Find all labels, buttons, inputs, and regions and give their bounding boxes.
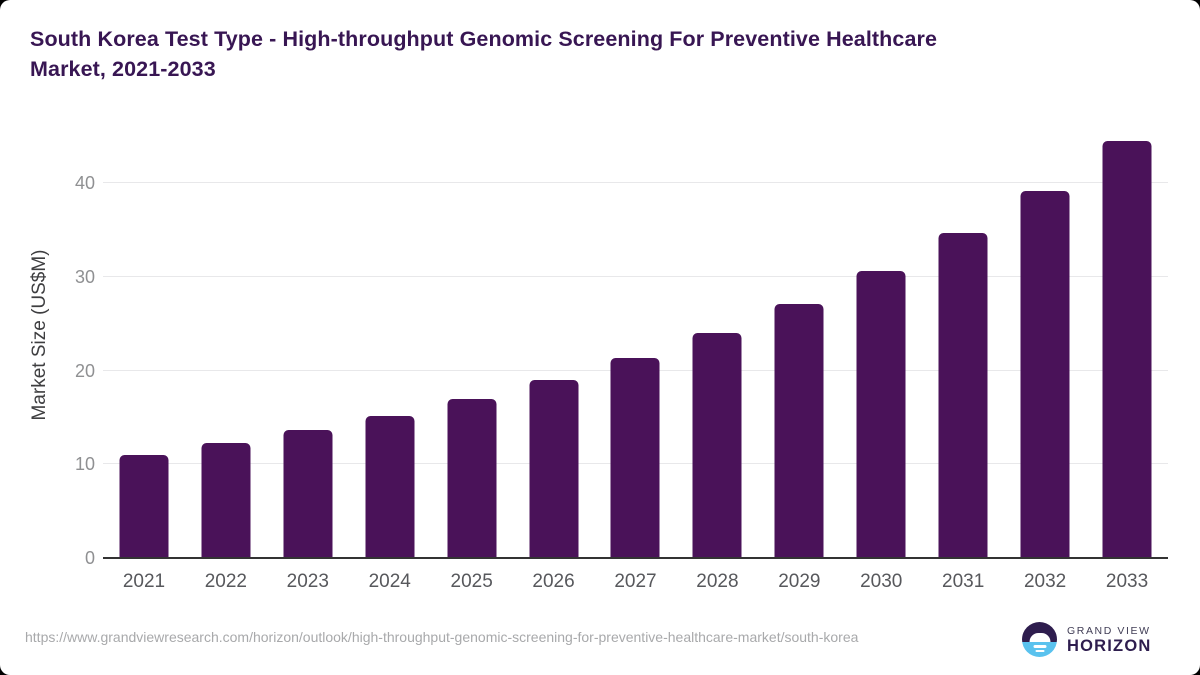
bar-slot-2022: [185, 130, 267, 558]
bar-2029[interactable]: [774, 304, 824, 558]
x-tick-label-2025: 2025: [450, 571, 493, 592]
bar-slot-2032: [1004, 130, 1086, 558]
x-axis-line: [103, 557, 1168, 559]
x-tick-label-2021: 2021: [122, 571, 166, 592]
x-tick-label-2024: 2024: [368, 571, 411, 592]
bar-2022[interactable]: [201, 442, 251, 558]
x-tick-label-2027: 2027: [614, 571, 657, 592]
logo-top-text: GRAND VIEW: [1067, 624, 1151, 637]
bar-slot-2024: [349, 130, 431, 558]
bar-2024[interactable]: [365, 415, 415, 558]
x-tick-label-2031: 2031: [942, 571, 985, 592]
x-axis-tick-labels: 2021 2022 2023 2024 2025 2026 2027 2028 2029 2030…: [103, 569, 1168, 595]
bar-slot-2027: [595, 130, 677, 558]
x-tick-label-2026: 2026: [532, 571, 575, 592]
x-tick-label-2023: 2023: [286, 571, 329, 592]
bar-slot-2029: [758, 130, 840, 558]
gridline-30: [103, 276, 1168, 278]
bar-2025[interactable]: [447, 398, 497, 558]
y-tick-label-10: 10: [74, 454, 95, 475]
page-title-line1: South Korea Test Type - High-throughput …: [30, 27, 938, 51]
bar-slot-2026: [513, 130, 595, 558]
bar-slot-2025: [431, 130, 513, 558]
grand-view-horizon-logo-icon: [1022, 622, 1057, 657]
y-tick-label-30: 30: [74, 267, 95, 288]
x-tick-label-2030: 2030: [860, 571, 903, 592]
logo-sun-dome: [1029, 632, 1050, 642]
plot-area: [103, 130, 1168, 559]
logo-bottom-text: HORIZON: [1067, 636, 1152, 655]
x-tick-label-2029: 2029: [778, 571, 821, 592]
page-title: South Korea Test Type - High-throughput …: [30, 24, 1170, 84]
y-tick-label-40: 40: [74, 173, 95, 194]
x-tick-label-2028: 2028: [696, 571, 739, 592]
bar-2030[interactable]: [856, 271, 906, 558]
y-axis-tick-labels: 0 10 20 30 40: [0, 130, 95, 568]
bar-2033[interactable]: [1102, 141, 1152, 558]
y-tick-label-20: 20: [74, 360, 95, 381]
bar-2032[interactable]: [1020, 190, 1070, 558]
brand-logo: GRAND VIEW HORIZON: [1022, 622, 1151, 657]
bar-2028[interactable]: [692, 333, 742, 558]
x-tick-label-2033: 2033: [1105, 571, 1149, 592]
bar-slot-2030: [840, 130, 922, 558]
bar-2027[interactable]: [610, 357, 660, 558]
bar-slot-2023: [267, 130, 349, 558]
gridline-40: [103, 182, 1168, 184]
page-title-line2: Market, 2021-2033: [30, 57, 216, 81]
logo-reflection-line-2: [1035, 649, 1044, 652]
bar-slot-2028: [676, 130, 758, 558]
bars-container: [103, 130, 1168, 558]
x-tick-label-2022: 2022: [204, 571, 248, 592]
bar-2031[interactable]: [938, 233, 988, 558]
x-tick-label-2032: 2032: [1023, 571, 1067, 592]
bar-2026[interactable]: [529, 380, 579, 558]
logo-text: GRAND VIEW HORIZON: [1067, 625, 1151, 655]
bar-slot-2033: [1086, 130, 1168, 558]
bar-slot-2031: [922, 130, 1004, 558]
bar-2023[interactable]: [283, 429, 333, 558]
logo-reflection-line-1: [1033, 645, 1046, 648]
source-url: https://www.grandviewresearch.com/horizo…: [25, 629, 859, 645]
bar-slot-2021: [103, 130, 185, 558]
bar-2021[interactable]: [119, 454, 169, 558]
y-tick-label-0: 0: [84, 548, 95, 568]
